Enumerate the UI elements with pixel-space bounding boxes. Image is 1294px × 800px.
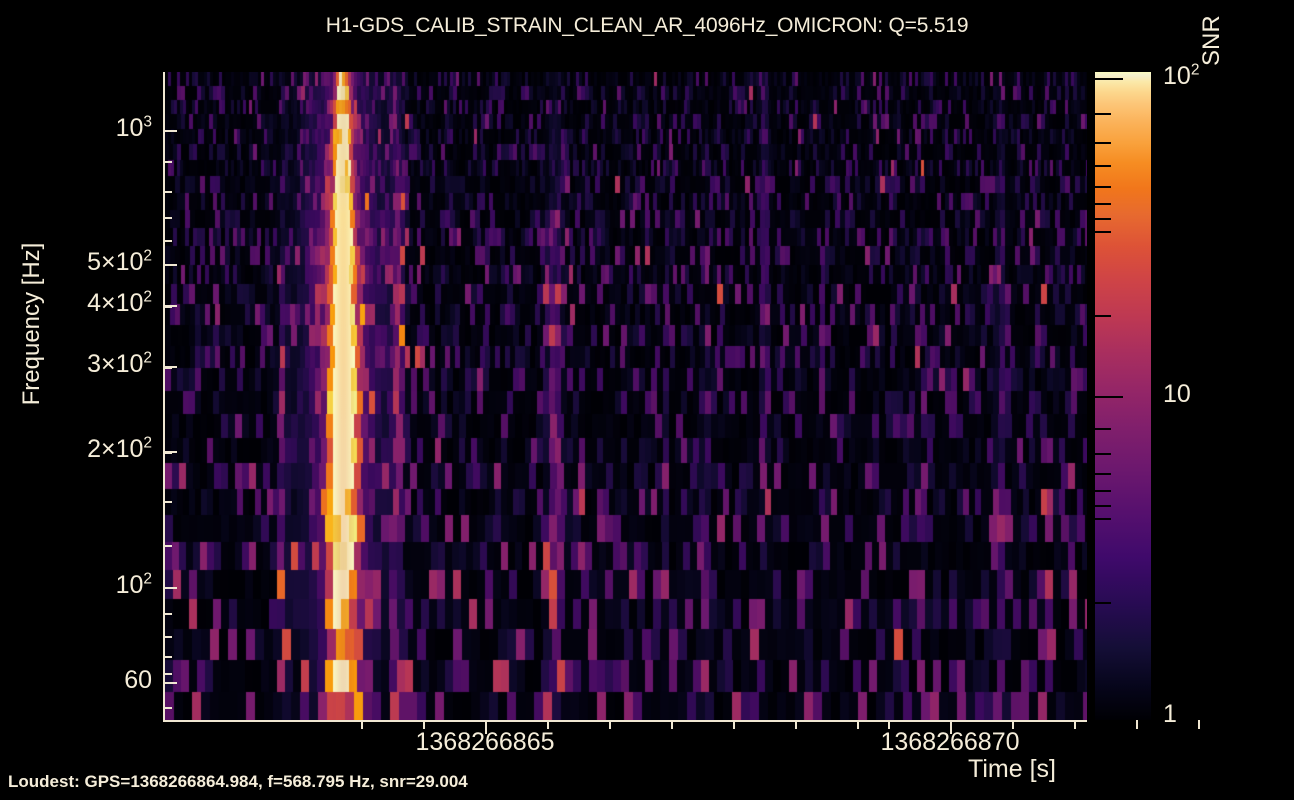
colorbar-tick-minor bbox=[1095, 231, 1111, 233]
y-tick-minor bbox=[163, 161, 172, 163]
x-tick-label: 1368266865 bbox=[415, 728, 555, 756]
x-tick-minor bbox=[547, 720, 549, 729]
x-tick-minor bbox=[423, 720, 425, 729]
y-tick-minor bbox=[163, 636, 172, 638]
x-tick-minor bbox=[857, 720, 859, 729]
colorbar-tick-label: 102 bbox=[1163, 61, 1200, 90]
y-tick-minor bbox=[163, 545, 172, 547]
x-tick-minor bbox=[1074, 720, 1076, 729]
y-tick-label: 5×102 bbox=[87, 247, 152, 276]
y-tick-minor bbox=[163, 367, 172, 369]
y-tick-major bbox=[163, 682, 177, 684]
colorbar-tick-minor bbox=[1095, 203, 1111, 205]
colorbar-tick-minor bbox=[1095, 142, 1111, 144]
y-tick-major bbox=[163, 264, 177, 266]
y-tick-minor bbox=[163, 501, 172, 503]
y-tick-label: 4×102 bbox=[87, 288, 152, 317]
colorbar-tick-minor bbox=[1095, 113, 1111, 115]
y-tick-minor bbox=[163, 673, 172, 675]
loudest-event-caption: Loudest: GPS=1368266864.984, f=568.795 H… bbox=[8, 772, 468, 791]
y-tick-label: 3×102 bbox=[87, 349, 152, 378]
colorbar-tick-minor bbox=[1095, 315, 1111, 317]
y-tick-label: 2×102 bbox=[87, 434, 152, 463]
x-tick-minor bbox=[795, 720, 797, 729]
y-tick-minor bbox=[163, 656, 172, 658]
y-tick-minor bbox=[163, 306, 172, 308]
x-tick-major bbox=[950, 720, 952, 734]
colorbar-tick-minor bbox=[1095, 505, 1111, 507]
x-tick-minor bbox=[1012, 720, 1014, 729]
spectrogram-plot-area[interactable] bbox=[163, 72, 1087, 722]
colorbar-tick-minor bbox=[1095, 473, 1111, 475]
colorbar-tick-minor bbox=[1095, 428, 1111, 430]
colorbar-tick-minor bbox=[1095, 165, 1111, 167]
y-tick-minor bbox=[163, 217, 172, 219]
x-tick-minor bbox=[671, 720, 673, 729]
page-title: H1-GDS_CALIB_STRAIN_CLEAN_AR_4096Hz_OMIC… bbox=[325, 14, 969, 37]
y-tick-minor bbox=[163, 613, 172, 615]
colorbar-tick-label: 1 bbox=[1163, 700, 1177, 728]
x-tick-label: 1368266870 bbox=[880, 728, 1020, 756]
colorbar-tick-minor bbox=[1095, 453, 1111, 455]
x-tick-minor bbox=[609, 720, 611, 729]
y-tick-minor bbox=[163, 191, 172, 193]
colorbar-tick-major bbox=[1095, 78, 1123, 80]
colorbar-tick-minor bbox=[1095, 602, 1111, 604]
x-tick-minor bbox=[361, 720, 363, 729]
y-tick-major bbox=[163, 130, 177, 132]
colorbar-tick-minor bbox=[1095, 186, 1111, 188]
y-tick-minor bbox=[163, 707, 172, 709]
x-tick-minor bbox=[1198, 720, 1200, 729]
y-tick-label: 60 bbox=[124, 666, 152, 694]
y-tick-minor bbox=[163, 452, 172, 454]
x-axis-title: Time [s] bbox=[968, 755, 1056, 783]
x-tick-major bbox=[485, 720, 487, 734]
colorbar-tick-minor bbox=[1095, 218, 1111, 220]
x-tick-minor bbox=[733, 720, 735, 729]
colorbar-tick-major bbox=[1095, 396, 1123, 398]
colorbar-tick-label: 10 bbox=[1163, 380, 1191, 408]
colorbar-title: SNR bbox=[1198, 15, 1225, 66]
y-tick-label: 103 bbox=[115, 113, 152, 142]
y-tick-major bbox=[163, 587, 177, 589]
y-tick-label: 102 bbox=[115, 570, 152, 599]
colorbar-tick-minor bbox=[1095, 490, 1111, 492]
spectrogram-heatmap[interactable] bbox=[165, 72, 1087, 720]
x-tick-minor bbox=[888, 720, 890, 729]
y-axis-title: Frequency [Hz] bbox=[18, 242, 45, 406]
colorbar-tick-minor bbox=[1095, 518, 1111, 520]
y-tick-minor bbox=[163, 240, 172, 242]
x-tick-minor bbox=[1136, 720, 1138, 729]
